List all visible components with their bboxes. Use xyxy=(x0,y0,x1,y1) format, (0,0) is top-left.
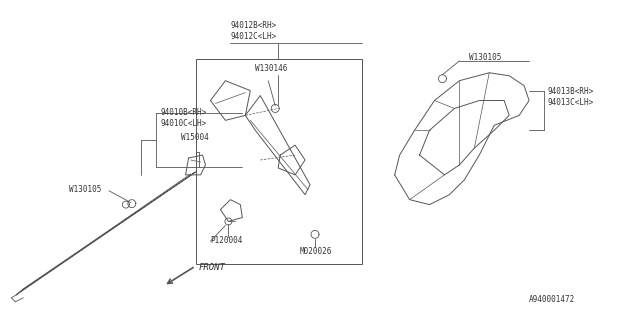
Text: 94013B<RH>: 94013B<RH> xyxy=(547,87,593,96)
Text: 94010B<RH>: 94010B<RH> xyxy=(161,108,207,117)
Text: A940001472: A940001472 xyxy=(529,295,575,304)
Text: P120004: P120004 xyxy=(211,236,243,245)
Text: W130105: W130105 xyxy=(69,185,102,194)
Bar xyxy=(196,59,362,264)
Text: 94012B<RH>: 94012B<RH> xyxy=(230,21,276,30)
Text: W130105: W130105 xyxy=(469,53,502,62)
Text: 94012C<LH>: 94012C<LH> xyxy=(230,32,276,41)
Text: M020026: M020026 xyxy=(300,247,332,256)
Text: W130146: W130146 xyxy=(255,64,287,73)
Text: W15004: W15004 xyxy=(180,133,209,142)
Text: 94013C<LH>: 94013C<LH> xyxy=(547,98,593,107)
Text: 94010C<LH>: 94010C<LH> xyxy=(161,119,207,128)
Text: FRONT: FRONT xyxy=(198,263,225,272)
